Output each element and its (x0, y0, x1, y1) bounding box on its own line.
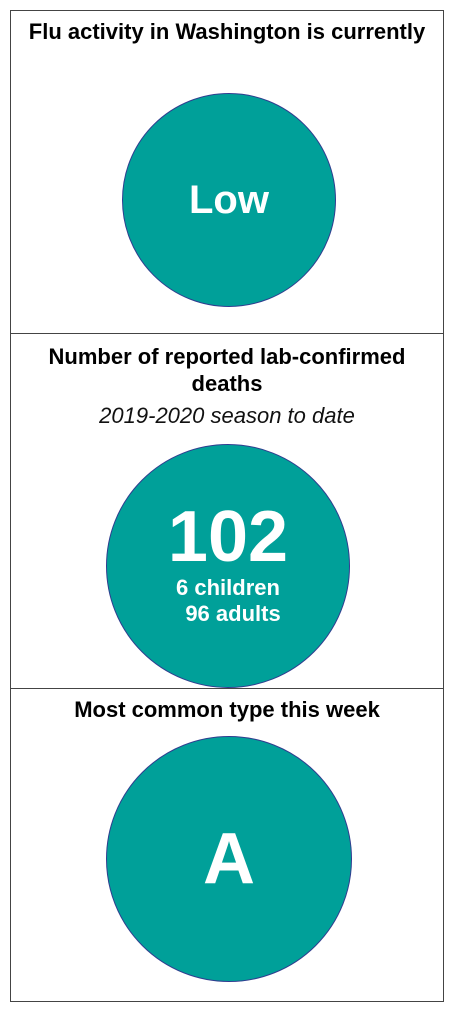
value-circle: 102 6 children 96 adults (106, 444, 350, 688)
death-detail: 6 children (176, 575, 280, 600)
frame (10, 10, 444, 1002)
value-circle: A (106, 736, 352, 982)
divider (10, 333, 444, 334)
panel-subtitle: 2019-2020 season to date (99, 403, 355, 428)
value-circle: Low (122, 93, 336, 307)
panel-title: Number of reported lab-confirmed deaths (48, 344, 406, 396)
panel-title: Flu activity in Washington is currently (28, 19, 426, 44)
death-count: 102 (167, 497, 289, 577)
panel-title: Most common type this week (74, 697, 380, 722)
divider (10, 688, 444, 689)
activity-panel: Flu activity in Washington is currently … (10, 10, 444, 333)
death-detail: 96 adults (185, 601, 281, 626)
flu-type: A (203, 819, 255, 899)
type-panel: Most common type this week A (10, 688, 444, 1002)
deaths-panel: Number of reported lab-confirmed deaths … (10, 333, 444, 688)
activity-level: Low (189, 177, 269, 222)
